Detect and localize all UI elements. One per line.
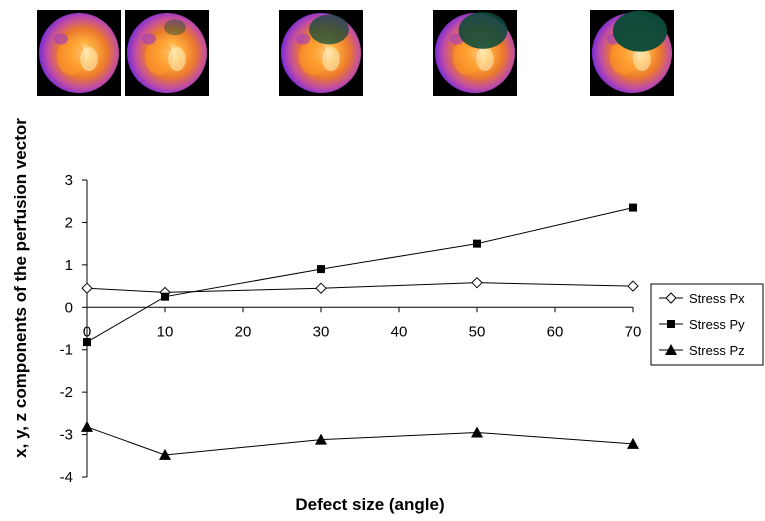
series-layer (81, 203, 639, 460)
series-line (86, 207, 634, 343)
legend-marker (665, 344, 677, 355)
legend-item: Stress Px (659, 291, 745, 306)
perfusion-lowspot (141, 33, 157, 45)
perfusion-defect (458, 12, 508, 49)
perfusion-defect (164, 19, 186, 36)
x-tick-label: 20 (235, 323, 252, 340)
x-tick-label: 60 (547, 323, 564, 340)
legend-marker (667, 320, 675, 328)
perfusion-hotspot (299, 39, 327, 75)
perfusion-thumbnail (37, 10, 121, 96)
x-tick-label: 10 (157, 323, 174, 340)
data-point (473, 239, 481, 248)
data-point (81, 420, 93, 432)
x-axis-title: Defect size (angle) (295, 495, 444, 514)
perfusion-hotspot (453, 39, 481, 75)
perfusion-peak (168, 47, 186, 71)
data-point (81, 282, 93, 294)
x-tick-label: 70 (625, 323, 642, 340)
data-point (627, 437, 639, 449)
y-tick-label: -4 (60, 469, 73, 486)
x-tick-label: 50 (469, 323, 486, 340)
legend-label: Stress Px (689, 291, 745, 306)
series-line (86, 426, 634, 456)
legend: Stress Px Stress Py Stress Pz (650, 283, 764, 366)
y-axis-title: x, y, z components of the perfusion vect… (11, 118, 30, 458)
data-point (471, 276, 483, 289)
perfusion-thumbnail (125, 10, 209, 96)
y-tick-label: 3 (65, 172, 73, 189)
perfusion-peak (80, 47, 98, 71)
x-tick-label: 30 (313, 323, 330, 340)
legend-item: Stress Py (659, 317, 745, 332)
y-tick-label: -2 (60, 384, 73, 401)
data-point (317, 265, 325, 274)
perfusion-thumbnail (279, 10, 363, 96)
data-point (315, 433, 327, 445)
legend-label: Stress Py (689, 317, 745, 332)
perfusion-lowspot (53, 33, 69, 45)
perfusion-lowspot (295, 33, 311, 45)
perfusion-thumbnail (433, 10, 517, 96)
perfusion-hotspot (57, 39, 85, 75)
data-point (159, 448, 171, 460)
data-point (471, 426, 483, 438)
perfusion-peak (322, 47, 340, 71)
perfusion-hotspot (145, 39, 173, 75)
series-3 (81, 420, 639, 460)
y-tick-label: 2 (65, 214, 73, 231)
series-2 (83, 203, 637, 347)
perfusion-peak (476, 47, 494, 71)
y-tick-label: 1 (65, 257, 73, 274)
perfusion-defect (612, 10, 668, 52)
perfusion-thumbnail (590, 10, 674, 96)
legend-marker (665, 292, 677, 304)
x-tick-label: 40 (391, 323, 408, 340)
data-point (83, 338, 91, 347)
y-tick-label: -3 (60, 427, 73, 444)
data-point (315, 282, 327, 294)
perfusion-peak (633, 47, 651, 71)
y-tick-label: -1 (60, 342, 73, 359)
perfusion-defect (309, 14, 349, 45)
legend-item: Stress Pz (659, 343, 745, 358)
data-point (161, 292, 169, 301)
data-point (629, 203, 637, 212)
legend-label: Stress Pz (689, 343, 745, 358)
x-tick-label: 0 (83, 323, 91, 340)
perfusion-thumbnails (37, 10, 674, 96)
y-tick-label: 0 (65, 299, 73, 316)
data-point (627, 280, 639, 292)
